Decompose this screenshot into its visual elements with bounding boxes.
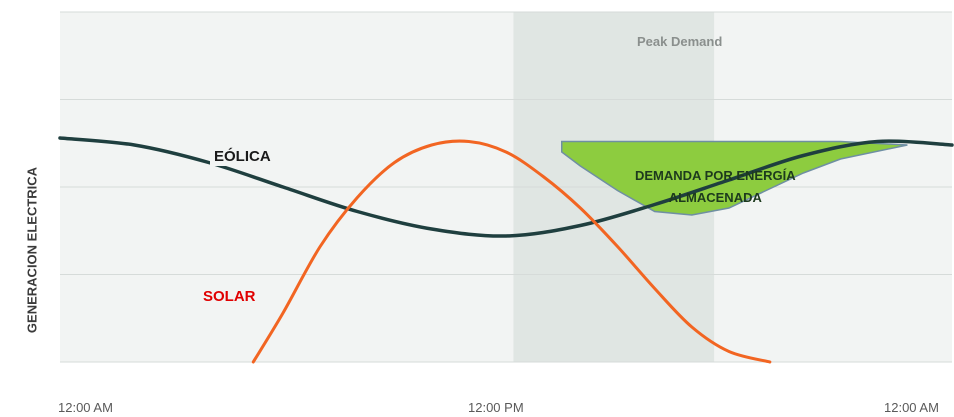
wind-series-label: EÓLICA <box>210 147 275 166</box>
y-axis-label: GENERACION ELECTRICA <box>24 166 40 334</box>
storage-demand-label-line: DEMANDA POR ENERGÍA <box>635 168 796 183</box>
storage-demand-label-line: ALMACENADA <box>668 190 762 205</box>
series-lines <box>58 136 954 364</box>
storage-demand-label: DEMANDA POR ENERGÍA ALMACENADA <box>635 165 796 209</box>
solar-series-line <box>251 139 772 364</box>
x-tick-label: 12:00 PM <box>468 400 524 415</box>
solar-series-label: SOLAR <box>199 287 260 306</box>
x-tick-label: 12:00 AM <box>58 400 113 415</box>
grid <box>60 11 952 363</box>
peak-demand-label: Peak Demand <box>637 34 723 49</box>
x-tick-label: 12:00 AM <box>884 400 939 415</box>
wind-series-line <box>58 136 954 238</box>
